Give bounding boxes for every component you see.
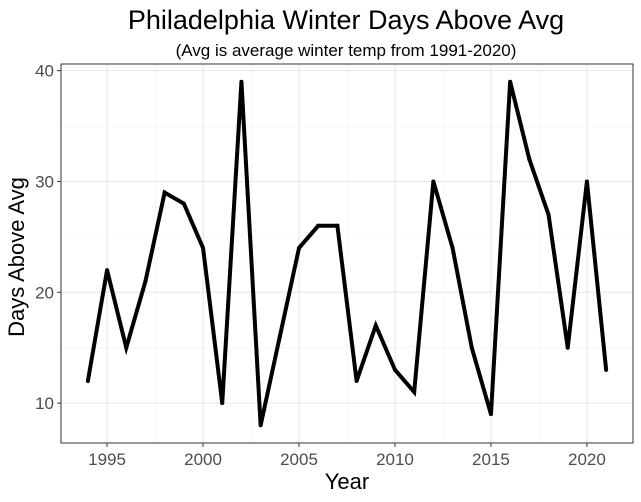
- x-tick-label: 2000: [184, 450, 222, 469]
- data-point: [450, 245, 455, 250]
- data-point: [527, 157, 532, 162]
- data-point: [354, 378, 359, 383]
- data-point: [584, 179, 589, 184]
- chart-title: Philadelphia Winter Days Above Avg: [128, 5, 564, 35]
- data-point: [181, 201, 186, 206]
- data-point: [335, 223, 340, 228]
- x-tick-label: 1995: [88, 450, 126, 469]
- data-point: [373, 323, 378, 328]
- data-point: [508, 79, 513, 84]
- data-point: [469, 345, 474, 350]
- x-axis-title: Year: [325, 469, 369, 494]
- data-point: [604, 367, 609, 372]
- grid: [61, 64, 633, 443]
- data-point: [220, 401, 225, 406]
- data-point: [258, 423, 263, 428]
- data-point: [431, 179, 436, 184]
- data-point: [124, 345, 129, 350]
- series-line: [85, 81, 609, 426]
- data-point: [488, 412, 493, 417]
- data-point: [565, 345, 570, 350]
- x-tick-label: 2010: [376, 450, 414, 469]
- x-tick-label: 2005: [280, 450, 318, 469]
- data-point: [546, 212, 551, 217]
- x-axis-ticks: 1995 2000 2005 2010 2015 2020: [88, 443, 606, 469]
- data-point: [201, 245, 206, 250]
- y-tick-label: 20: [35, 283, 54, 302]
- data-point: [239, 79, 244, 84]
- data-point: [277, 334, 282, 339]
- data-point: [143, 279, 148, 284]
- y-tick-label: 30: [35, 172, 54, 191]
- x-tick-label: 2015: [472, 450, 510, 469]
- data-point: [85, 378, 90, 383]
- y-tick-label: 10: [35, 394, 54, 413]
- plot-panel: [60, 63, 634, 444]
- x-tick-label: 2020: [568, 450, 606, 469]
- data-point: [297, 245, 302, 250]
- data-point: [412, 390, 417, 395]
- y-tick-label: 40: [35, 62, 54, 81]
- data-point: [316, 223, 321, 228]
- chart-subtitle: (Avg is average winter temp from 1991-20…: [176, 41, 517, 60]
- y-axis-ticks: 10 20 30 40: [35, 62, 61, 413]
- data-point: [162, 190, 167, 195]
- data-point: [392, 367, 397, 372]
- data-point: [105, 268, 110, 273]
- y-axis-title: Days Above Avg: [4, 177, 29, 337]
- data-points: [85, 79, 609, 428]
